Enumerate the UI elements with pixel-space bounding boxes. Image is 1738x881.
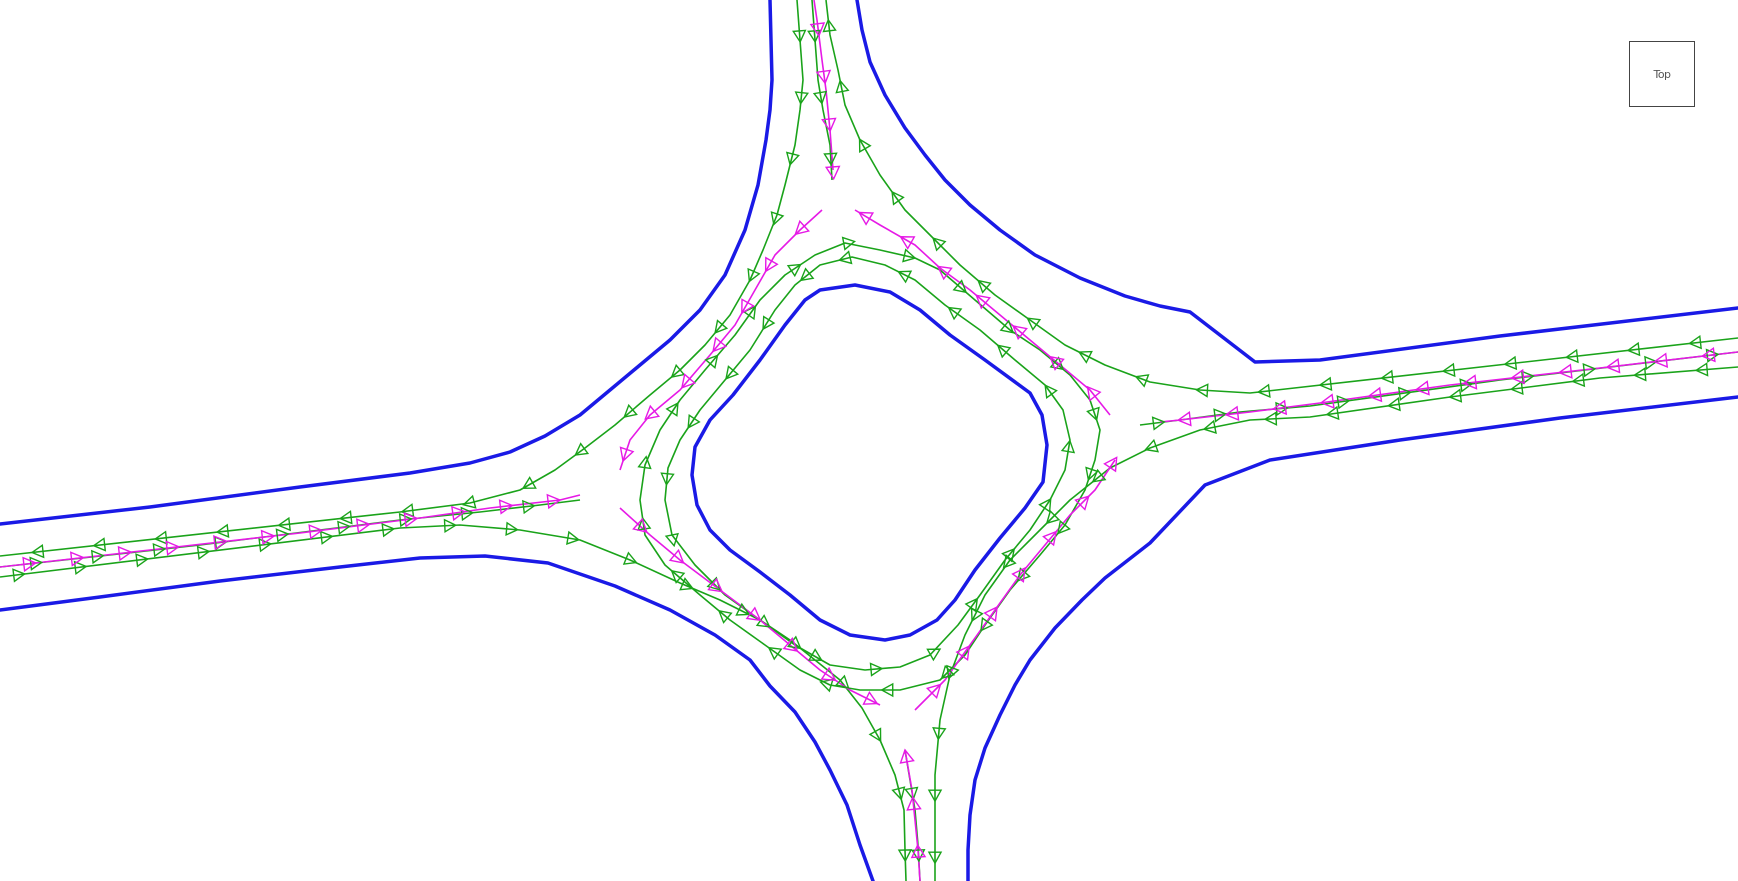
connector-direction-arrows (23, 23, 1715, 858)
triangle-arrow-icon (624, 553, 636, 564)
roundabout-island (692, 285, 1047, 640)
triangle-arrow-icon (903, 250, 915, 262)
connector-north-east (855, 210, 1110, 415)
view-cube-button[interactable]: Top (1629, 41, 1695, 107)
triangle-arrow-icon (821, 679, 833, 691)
triangle-arrow-icon (772, 212, 783, 224)
triangle-arrow-icon (748, 269, 759, 281)
lane-east-outbound (935, 367, 1738, 881)
triangle-arrow-icon (1105, 457, 1117, 471)
triangle-arrow-icon (1087, 408, 1098, 420)
triangle-arrow-icon (621, 447, 634, 460)
triangle-arrow-icon (463, 496, 475, 508)
lane-direction-arrows (13, 20, 1718, 863)
triangle-arrow-icon (1204, 421, 1216, 433)
triangle-arrow-icon (839, 252, 851, 264)
view-cube-label: Top (1653, 68, 1670, 81)
triangle-arrow-icon (1136, 375, 1148, 386)
lane-south-inner (905, 750, 920, 881)
triangle-arrow-icon (1146, 440, 1158, 451)
triangle-arrow-icon (836, 81, 848, 93)
lane-ring-outer (640, 243, 1100, 690)
road-edge-south-east (968, 397, 1738, 881)
triangle-arrow-icon (666, 534, 678, 546)
triangle-arrow-icon (787, 153, 799, 165)
triangle-arrow-icon (1086, 468, 1097, 480)
triangle-arrow-icon (893, 787, 905, 799)
connector-south (905, 750, 920, 881)
road-edge-north-west (0, 0, 772, 524)
road-edge-north-east (857, 0, 1738, 362)
connector-north-west (620, 210, 822, 470)
